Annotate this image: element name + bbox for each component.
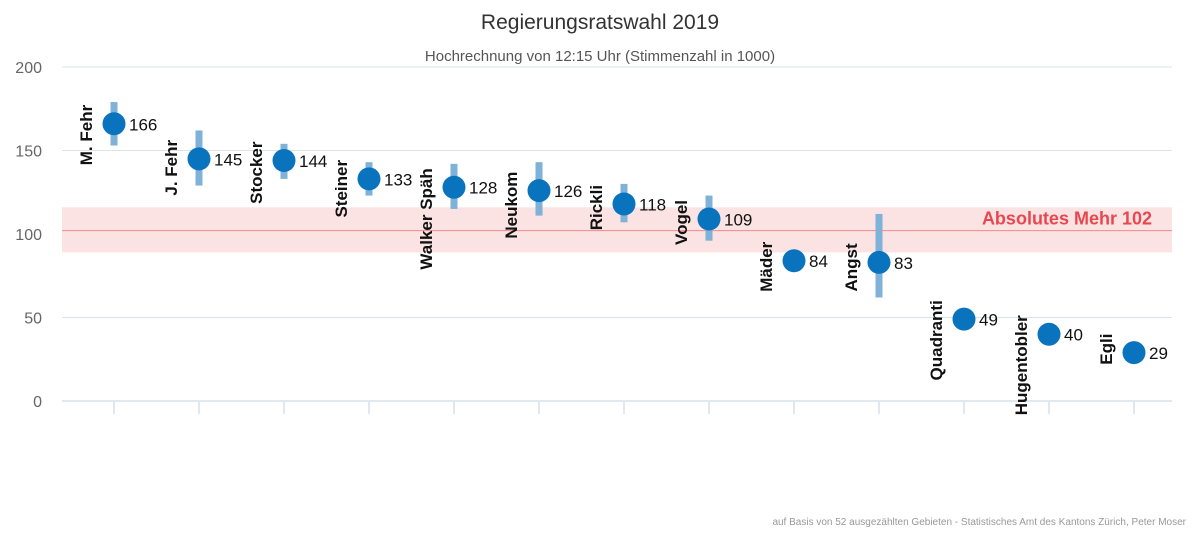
y-tick-label: 100: [15, 227, 42, 244]
y-axis: 0 50 100 150 200: [15, 60, 42, 411]
labels: 166 M. Fehr 145 J. Fehr 144 Stocker 133 Steiner…: [77, 104, 1168, 415]
candidate-label: Steiner: [332, 160, 351, 218]
value-label: 126: [554, 182, 582, 201]
value-label: 145: [214, 150, 242, 169]
candidate-label: Egli: [1097, 334, 1116, 365]
candidate-label: Stocker: [247, 141, 266, 204]
candidate-label: Walker Späh: [417, 168, 436, 269]
data-point: [952, 307, 976, 331]
chart-subtitle: Hochrechnung von 12:15 Uhr (Stimmenzahl …: [425, 48, 775, 65]
candidate-label: Neukom: [502, 172, 521, 239]
candidate-label: Hugentobler: [1012, 315, 1031, 415]
value-label: 84: [809, 252, 828, 271]
value-label: 166: [129, 115, 157, 134]
candidate-label: Quadranti: [927, 300, 946, 380]
candidate-label: Vogel: [672, 200, 691, 245]
y-tick-label: 200: [15, 60, 42, 77]
majority-band: [62, 207, 1172, 253]
y-tick-label: 150: [15, 144, 42, 161]
majority-band-group: Absolutes Mehr 102: [62, 207, 1172, 253]
data-point: [102, 112, 126, 136]
y-tick-label: 50: [24, 311, 42, 328]
value-label: 29: [1149, 344, 1168, 363]
data-point: [442, 175, 466, 199]
data-point: [867, 250, 891, 274]
value-label: 128: [469, 179, 497, 198]
chart-title: Regierungsratswahl 2019: [481, 11, 719, 34]
data-point: [187, 147, 211, 171]
candidate-label: J. Fehr: [162, 139, 181, 195]
data-point: [782, 249, 806, 273]
data-point: [1122, 341, 1146, 365]
data-point: [697, 207, 721, 231]
candidate-label: M. Fehr: [77, 104, 96, 165]
candidate-label: Mäder: [757, 241, 776, 291]
value-label: 49: [979, 311, 998, 330]
value-label: 109: [724, 210, 752, 229]
data-point: [527, 179, 551, 203]
data-point: [1037, 322, 1061, 346]
points: [102, 112, 1146, 365]
candidate-label: Rickli: [587, 185, 606, 230]
source-note: auf Basis von 52 ausgezählten Gebieten -…: [772, 517, 1186, 528]
majority-label: Absolutes Mehr 102: [982, 209, 1152, 229]
data-point: [357, 167, 381, 191]
value-label: 83: [894, 254, 913, 273]
data-point: [612, 192, 636, 216]
x-axis: [113, 402, 1135, 414]
value-label: 144: [299, 152, 327, 171]
value-label: 133: [384, 170, 412, 189]
value-label: 118: [639, 195, 666, 214]
y-tick-label: 0: [33, 394, 42, 411]
candidate-label: Angst: [842, 243, 861, 292]
data-point: [272, 149, 296, 173]
value-label: 40: [1064, 326, 1083, 345]
